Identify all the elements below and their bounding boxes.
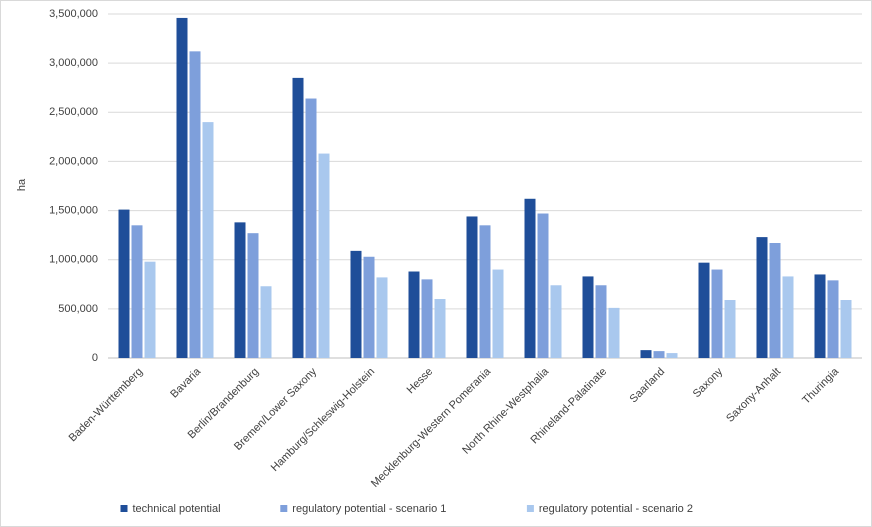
bar [421,279,433,358]
bar [247,233,259,358]
legend-swatch [280,505,288,512]
bar [492,269,504,358]
y-tick-label: 2,000,000 [49,155,98,167]
bar [363,256,375,358]
bar [698,262,710,358]
bar [202,122,214,358]
bar [666,353,678,358]
bar [827,280,839,358]
y-tick-label: 0 [92,352,98,364]
bar [537,213,549,358]
bar [840,300,852,358]
y-tick-label: 1,500,000 [49,204,98,216]
bar [814,274,826,358]
bar [234,222,246,358]
bar [305,98,317,359]
legend-label: regulatory potential - scenario 2 [539,503,693,515]
legend-swatch [120,505,128,512]
y-tick-label: 1,000,000 [49,254,98,266]
bar [756,237,768,358]
bar [608,307,620,358]
bar [595,285,607,358]
bar [582,276,594,358]
bar [711,269,723,358]
bar [640,350,652,358]
bar [724,300,736,358]
bar [653,351,665,358]
y-tick-label: 2,500,000 [49,106,98,118]
bar [144,261,156,358]
bar [769,243,781,358]
bar [408,271,420,358]
bar [292,77,304,358]
legend-label: regulatory potential - scenario 1 [292,503,446,515]
bar [782,276,794,358]
legend-swatch [526,505,534,512]
bar [118,209,130,358]
bar [189,51,201,358]
bar [524,198,536,358]
bar [318,153,330,358]
bar [260,286,272,358]
bar [376,277,388,358]
y-tick-label: 500,000 [58,303,98,315]
bar [479,225,491,358]
bar [350,250,362,358]
y-tick-label: 3,500,000 [49,8,98,20]
bar [131,225,143,358]
y-tick-label: 3,000,000 [49,57,98,69]
bar [176,17,188,359]
y-axis-label: ha [16,178,28,191]
bar [550,285,562,358]
bar [466,216,478,358]
bar [434,299,446,358]
legend-label: technical potential [133,503,221,515]
